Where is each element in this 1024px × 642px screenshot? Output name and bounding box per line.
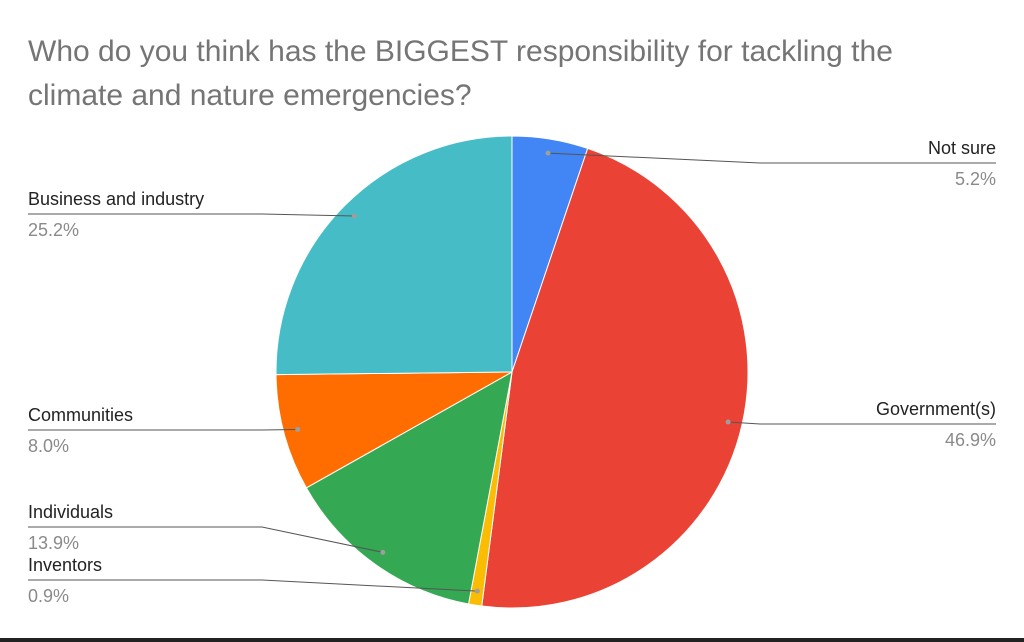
- slice-value-label: 5.2%: [955, 169, 996, 189]
- leader-line: [28, 428, 298, 431]
- leader-dot: [545, 150, 551, 156]
- bottom-border: [0, 638, 1024, 642]
- leader-dot: [295, 426, 301, 432]
- slice-label: Not sure: [928, 138, 996, 158]
- slice-label: Communities: [28, 405, 133, 425]
- slice-label: Individuals: [28, 502, 113, 522]
- slice-value-label: 13.9%: [28, 533, 79, 553]
- slice-value-label: 0.9%: [28, 586, 69, 606]
- chart-title: Who do you think has the BIGGEST respons…: [28, 35, 893, 112]
- pie-slice: [275, 371, 513, 489]
- leader-line: [28, 213, 355, 217]
- pie-slice: [305, 371, 513, 605]
- slice-label: Inventors: [28, 555, 102, 575]
- slice-label: Business and industry: [28, 189, 204, 209]
- slice-value-label: 25.2%: [28, 220, 79, 240]
- leader-line: [28, 579, 478, 592]
- leader-line: [728, 421, 996, 425]
- leader-dot: [474, 588, 480, 594]
- leader-dot: [380, 549, 386, 555]
- slice-value-label: 46.9%: [945, 430, 996, 450]
- leader-line: [548, 152, 996, 164]
- leader-dot: [351, 213, 357, 219]
- pie-slice: [275, 135, 513, 376]
- slice-value-label: 8.0%: [28, 436, 69, 456]
- slice-label: Government(s): [876, 399, 996, 419]
- pie-slice: [481, 147, 749, 609]
- leader-line: [28, 526, 383, 553]
- leader-dot: [725, 419, 731, 425]
